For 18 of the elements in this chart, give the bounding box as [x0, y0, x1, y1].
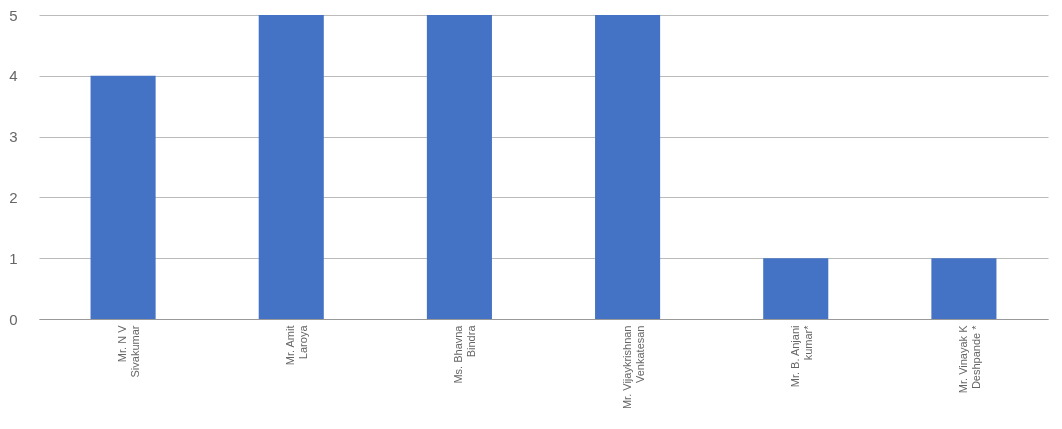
bar: [595, 15, 661, 319]
x-tick-label: Mr. N V Sivakumar: [116, 324, 142, 378]
bar: [258, 15, 324, 319]
x-tick-label: Mr. B. Anjani kumar*: [788, 324, 814, 388]
y-tick-label: 2: [9, 188, 18, 206]
bar: [90, 75, 156, 319]
x-tick-label: Mr. Vinayak K Deshpande *: [956, 324, 982, 394]
y-tick-label: 3: [9, 128, 18, 146]
y-tick-label: 4: [9, 67, 18, 85]
y-tick-label: 0: [9, 310, 18, 328]
x-tick-label: Ms. Bhavna Bindra: [452, 324, 478, 384]
y-tick-label: 5: [9, 6, 18, 24]
bar: [763, 258, 829, 319]
bar: [426, 15, 492, 319]
y-tick-label: 1: [9, 249, 18, 267]
x-tick-label: Mr. Amit Laroya: [284, 324, 310, 366]
bar: [931, 258, 997, 319]
x-tick-label: Mr. Vijaykrishnan Venkatesan: [620, 325, 646, 410]
